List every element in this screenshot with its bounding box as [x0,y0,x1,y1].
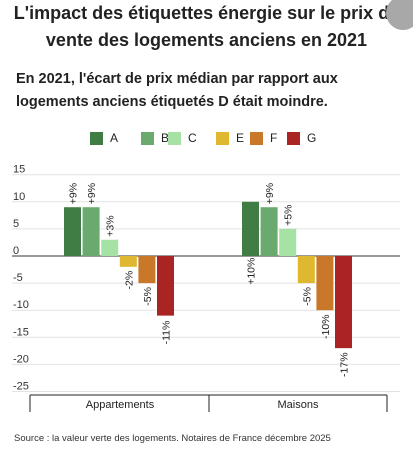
legend-swatch [168,132,181,145]
legend-label: E [236,131,245,145]
bar-b-maisons [260,207,278,256]
chart-subtitle-line-2: logements anciens étiquetés D était moin… [16,94,328,110]
chart-title-line-1: L'impact des étiquettes énergie sur le p… [13,3,400,23]
category-label: Maisons [278,399,319,411]
data-label: +5% [283,205,295,226]
legend-swatch [287,132,300,145]
y-tick-label: 0 [13,245,19,257]
data-label: -10% [320,314,332,339]
data-label: +10% [246,258,258,285]
bar-a-maisons [242,201,259,256]
data-label: +9% [264,183,276,204]
data-label: +9% [68,183,80,204]
data-label: -17% [339,352,351,377]
data-label: -2% [123,271,135,290]
legend-swatch [250,132,263,145]
legend-label: F [270,131,278,145]
data-label: -11% [161,321,173,345]
legend-label: B [161,131,170,145]
bar-e-appartements [119,256,137,267]
legend-label: G [307,131,317,145]
legend-label: C [188,131,197,145]
data-label: +3% [105,215,117,236]
legend-swatch [216,132,229,145]
legend-swatch [141,132,154,145]
bar-e-maisons [297,256,315,284]
bar-chart: 15 10 5 0 -5 -10 -15 -20 -25 +9% +10% +9% +9% +3% +5% -… [12,164,400,412]
y-tick-label: -5 [13,272,23,284]
bar-f-appartements [138,256,156,284]
bar-b-appartements [82,207,100,256]
y-tick-label: -20 [13,353,29,365]
data-label: +9% [86,183,98,204]
bar-c-maisons [279,228,297,256]
bar-c-appartements [101,239,119,256]
bar-g-appartements [157,256,174,316]
y-tick-label: 10 [13,191,25,203]
chart-title: L'impact des étiquettes énergie sur le p… [0,0,413,54]
chart-subtitle-line-1: En 2021, l'écart de prix médian par rapp… [16,71,338,87]
bar-g-maisons [335,256,352,349]
y-tick-label: -25 [13,381,29,393]
corner-badge[interactable] [386,0,413,30]
data-label: -5% [301,287,313,306]
legend-swatch [90,132,103,145]
y-tick-label: -15 [13,326,29,338]
y-tick-label: -10 [13,299,29,311]
bar-a-appartements [64,207,81,256]
source-note: Source : la valeur verte des logements. … [14,433,331,444]
bar-f-maisons [316,256,334,311]
chart-title-line-2: vente des logements anciens en 2021 [45,30,368,50]
category-label: Appartements [86,399,155,411]
chart-subtitle: En 2021, l'écart de prix médian par rapp… [16,68,406,114]
legend-label: A [110,131,119,145]
data-label: -5% [142,287,154,306]
y-tick-label: 5 [13,218,19,230]
y-tick-label: 15 [13,164,25,176]
